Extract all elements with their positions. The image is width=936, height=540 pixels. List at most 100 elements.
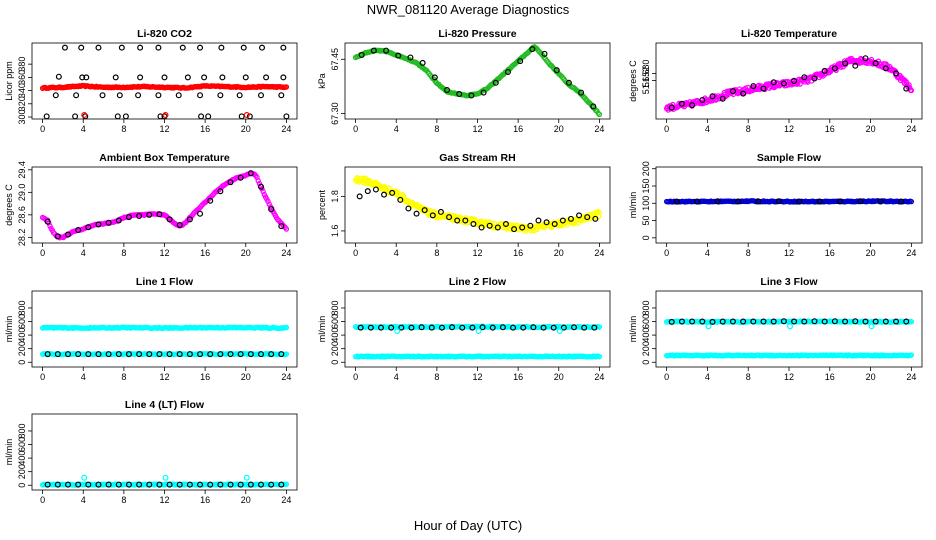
data-point — [176, 221, 183, 228]
data-point — [811, 75, 818, 82]
x-tick-label: 4 — [705, 248, 710, 258]
x-tick-label: 20 — [866, 124, 876, 134]
data-point — [268, 481, 275, 488]
data-point — [258, 351, 265, 358]
y-tick-label: 1.6 — [330, 225, 340, 238]
data-point — [868, 323, 875, 330]
data-point — [397, 196, 404, 203]
data-point — [388, 324, 395, 331]
y-tick-label: 0 — [17, 483, 27, 488]
data-point — [372, 186, 379, 193]
data-point — [550, 324, 557, 331]
series-averages — [44, 481, 285, 488]
data-point — [136, 481, 143, 488]
data-point — [502, 221, 509, 228]
data-point — [166, 481, 173, 488]
y-axis-label: ml/min — [317, 316, 327, 343]
data-point — [207, 481, 214, 488]
data-point — [78, 44, 85, 51]
data-point — [370, 47, 377, 54]
y-tick-label: 51.680 — [641, 60, 651, 88]
y-tick-label: 360 — [17, 70, 27, 85]
data-point — [197, 44, 204, 51]
y-tick-label: 200 — [17, 341, 27, 356]
data-point — [116, 92, 123, 99]
data-point — [155, 92, 162, 99]
x-tick-label: 20 — [554, 124, 564, 134]
data-point — [146, 211, 153, 218]
data-point — [44, 351, 51, 358]
data-point — [162, 112, 169, 119]
x-tick-label: 0 — [353, 248, 358, 258]
data-point — [842, 318, 849, 325]
data-point — [137, 44, 144, 51]
data-point — [217, 481, 224, 488]
data-point — [689, 102, 696, 109]
data-point — [821, 67, 828, 74]
data-point — [95, 481, 102, 488]
data-point — [492, 79, 499, 86]
data-point — [156, 481, 163, 488]
x-tick-label: 8 — [746, 372, 751, 382]
x-tick-label: 24 — [906, 248, 916, 258]
data-point — [278, 481, 285, 488]
series-continuous — [39, 82, 290, 92]
data-point — [413, 210, 420, 217]
data-point — [64, 481, 71, 488]
data-point — [694, 198, 701, 205]
data-point — [565, 79, 572, 86]
data-point — [227, 481, 234, 488]
panel-7: Line 1 Flow 0 4 8 12 16 20 24 0 200400600800ml/mi… — [4, 276, 298, 382]
x-tick-label: 0 — [664, 372, 669, 382]
data-point — [377, 324, 384, 331]
data-point — [903, 85, 910, 92]
y-tick-label: 0 — [641, 235, 651, 240]
y-axis-label: ml/min — [628, 192, 638, 219]
data-point — [197, 210, 204, 217]
data-point — [186, 481, 193, 488]
data-point — [207, 351, 214, 358]
data-point — [801, 318, 808, 325]
x-tick-label: 20 — [241, 372, 251, 382]
y-axis-label: ml/min — [4, 439, 14, 466]
x-tick-label: 24 — [281, 248, 291, 258]
series-continuous — [352, 175, 603, 234]
data-point — [468, 92, 475, 99]
series-reference-300 — [43, 113, 290, 119]
data-point — [186, 216, 193, 223]
data-point — [166, 351, 173, 358]
data-point — [446, 214, 453, 221]
data-point — [750, 83, 757, 90]
y-tick-label: 200 — [330, 341, 340, 356]
data-point — [217, 92, 224, 99]
data-point — [699, 96, 706, 103]
panel-8: Line 2 Flow 0 4 8 12 16 20 24 0 200400600800ml/mi… — [317, 276, 611, 382]
plot-area — [352, 323, 603, 360]
data-point — [44, 218, 51, 225]
data-point — [478, 224, 485, 231]
data-point — [81, 474, 88, 481]
y-axis-label: ml/min — [4, 316, 14, 343]
x-tick-label: 20 — [866, 248, 876, 258]
data-point — [529, 46, 536, 53]
y-tick-label: 600 — [17, 314, 27, 329]
plot-area — [39, 44, 290, 119]
x-tick-label: 16 — [200, 248, 210, 258]
data-point — [238, 113, 245, 119]
panel-title: Line 4 (LT) Flow — [125, 399, 205, 411]
series-reference-360 — [55, 73, 287, 81]
y-tick-label: 600 — [17, 437, 27, 452]
data-point — [760, 318, 767, 325]
data-point — [429, 212, 436, 219]
data-point — [543, 219, 550, 226]
data-point — [64, 351, 71, 358]
data-point — [83, 74, 90, 81]
panel-title: Sample Flow — [757, 152, 822, 164]
x-tick-label: 16 — [825, 124, 835, 134]
data-point — [590, 103, 597, 110]
data-point — [246, 113, 253, 119]
data-point — [205, 113, 212, 119]
series-reference-380 — [61, 44, 287, 51]
